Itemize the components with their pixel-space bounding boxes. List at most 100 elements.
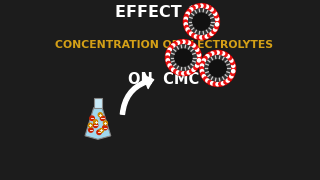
Circle shape: [179, 40, 182, 44]
Circle shape: [185, 72, 188, 75]
Circle shape: [198, 56, 201, 59]
Text: CONCENTRATION OF ELECTROLYTES: CONCENTRATION OF ELECTROLYTES: [55, 40, 273, 50]
Circle shape: [185, 25, 188, 29]
Circle shape: [197, 4, 200, 8]
Text: ON  CMC: ON CMC: [128, 72, 199, 87]
Circle shape: [226, 55, 229, 58]
Circle shape: [219, 82, 222, 86]
Circle shape: [192, 44, 195, 47]
Circle shape: [103, 125, 107, 130]
Circle shape: [208, 53, 211, 56]
Circle shape: [205, 5, 208, 8]
FancyArrowPatch shape: [120, 76, 154, 114]
Circle shape: [197, 53, 201, 57]
Circle shape: [230, 75, 233, 78]
Circle shape: [176, 71, 180, 74]
Circle shape: [166, 59, 169, 62]
Circle shape: [184, 23, 188, 26]
Circle shape: [183, 4, 220, 40]
Circle shape: [206, 55, 209, 58]
Circle shape: [210, 8, 213, 11]
Circle shape: [93, 120, 98, 124]
Circle shape: [203, 4, 206, 8]
Circle shape: [231, 61, 234, 65]
Circle shape: [224, 53, 227, 56]
Circle shape: [186, 12, 189, 15]
Circle shape: [172, 44, 175, 47]
Circle shape: [197, 61, 200, 65]
Circle shape: [201, 61, 204, 65]
Circle shape: [89, 128, 93, 132]
Circle shape: [186, 28, 189, 31]
Circle shape: [188, 9, 214, 35]
Circle shape: [165, 40, 201, 76]
Circle shape: [194, 46, 197, 49]
Circle shape: [200, 69, 204, 73]
Circle shape: [193, 13, 210, 30]
Text: EFFECT OF: EFFECT OF: [115, 5, 212, 20]
Circle shape: [205, 35, 208, 38]
Circle shape: [190, 70, 193, 73]
Circle shape: [168, 64, 171, 67]
Circle shape: [209, 60, 226, 77]
Circle shape: [203, 36, 206, 39]
Circle shape: [166, 53, 169, 57]
Circle shape: [192, 6, 195, 10]
Circle shape: [182, 40, 185, 43]
Circle shape: [88, 123, 92, 127]
Circle shape: [184, 20, 187, 23]
Circle shape: [197, 51, 200, 54]
Circle shape: [176, 41, 180, 44]
Circle shape: [172, 68, 175, 71]
Circle shape: [232, 64, 235, 67]
Circle shape: [175, 49, 192, 66]
Circle shape: [208, 34, 211, 37]
Circle shape: [174, 42, 177, 46]
Circle shape: [171, 45, 196, 71]
Circle shape: [216, 51, 219, 54]
Circle shape: [184, 17, 188, 21]
Circle shape: [208, 80, 211, 84]
Circle shape: [231, 72, 234, 75]
Circle shape: [213, 12, 217, 15]
Circle shape: [196, 48, 199, 51]
Circle shape: [98, 113, 102, 117]
Circle shape: [210, 32, 213, 35]
Circle shape: [206, 79, 209, 82]
Circle shape: [213, 28, 217, 31]
Circle shape: [213, 82, 216, 86]
Circle shape: [204, 77, 207, 80]
Circle shape: [179, 72, 182, 75]
Circle shape: [216, 20, 219, 23]
Circle shape: [196, 64, 199, 67]
Circle shape: [187, 71, 190, 74]
Circle shape: [188, 30, 191, 33]
Circle shape: [197, 36, 200, 39]
Circle shape: [194, 66, 197, 69]
Circle shape: [200, 4, 203, 7]
Circle shape: [211, 82, 214, 85]
Circle shape: [212, 10, 215, 13]
Circle shape: [189, 8, 193, 11]
Circle shape: [187, 41, 190, 44]
Circle shape: [202, 75, 205, 78]
Circle shape: [226, 79, 229, 82]
Circle shape: [232, 67, 235, 70]
Circle shape: [201, 72, 204, 75]
Circle shape: [200, 67, 204, 70]
Circle shape: [189, 32, 193, 35]
Circle shape: [230, 59, 233, 62]
Circle shape: [232, 69, 235, 73]
Circle shape: [170, 46, 173, 49]
Circle shape: [192, 68, 195, 71]
Circle shape: [215, 23, 219, 26]
Circle shape: [215, 25, 218, 29]
Circle shape: [202, 59, 205, 62]
Circle shape: [188, 10, 191, 13]
Circle shape: [221, 82, 225, 85]
Circle shape: [216, 83, 219, 86]
Circle shape: [228, 77, 231, 80]
Circle shape: [200, 50, 236, 86]
Circle shape: [213, 51, 216, 54]
Circle shape: [93, 123, 98, 127]
